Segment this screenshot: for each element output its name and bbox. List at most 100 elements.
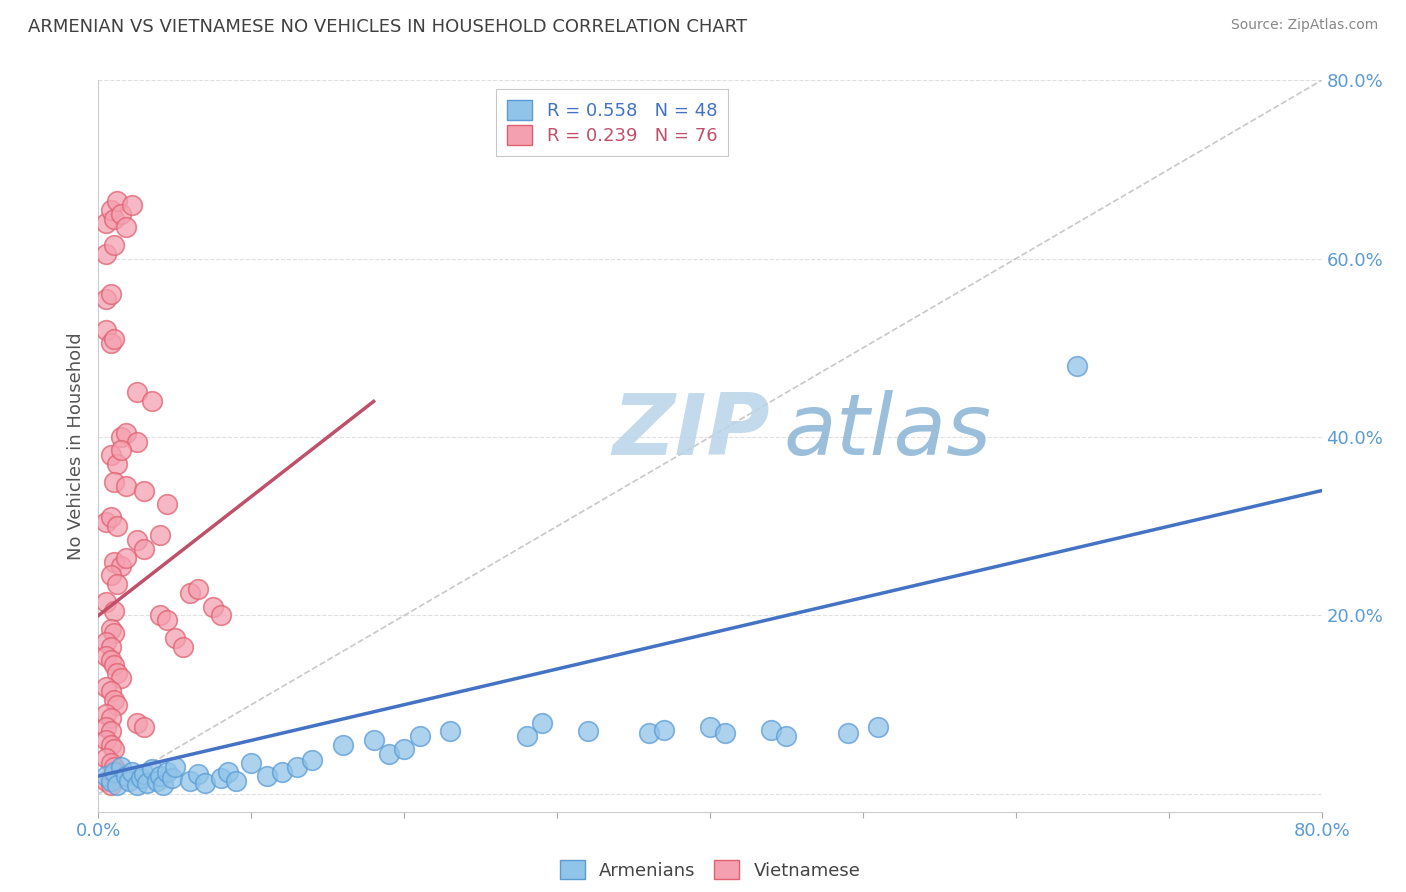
- Point: [100, 202, 122, 217]
- Point: [115, 550, 138, 565]
- Point: [240, 756, 263, 770]
- Point: [145, 773, 167, 788]
- Point: [100, 510, 122, 524]
- Point: [100, 684, 122, 698]
- Point: [94, 648, 117, 663]
- Point: [94, 292, 117, 306]
- Point: [103, 475, 125, 489]
- Point: [94, 751, 117, 765]
- Point: [103, 693, 125, 707]
- Point: [94, 733, 117, 747]
- Point: [775, 729, 797, 743]
- Point: [256, 769, 278, 783]
- Point: [516, 729, 538, 743]
- Point: [1066, 359, 1088, 373]
- Point: [103, 332, 125, 346]
- Text: ZIP: ZIP: [612, 390, 770, 473]
- Point: [103, 555, 125, 569]
- Point: [194, 776, 217, 790]
- Point: [134, 541, 156, 556]
- Point: [94, 680, 117, 694]
- Point: [134, 720, 156, 734]
- Point: [100, 653, 122, 667]
- Point: [179, 773, 201, 788]
- Point: [125, 533, 148, 547]
- Point: [172, 640, 194, 654]
- Point: [209, 771, 232, 785]
- Point: [439, 724, 461, 739]
- Point: [110, 443, 132, 458]
- Point: [105, 577, 128, 591]
- Point: [100, 773, 122, 788]
- Point: [652, 723, 675, 737]
- Point: [408, 729, 430, 743]
- Point: [94, 773, 117, 788]
- Point: [94, 720, 117, 734]
- Point: [576, 724, 599, 739]
- Point: [149, 528, 172, 542]
- Point: [202, 599, 225, 614]
- Point: [115, 425, 138, 440]
- Point: [103, 760, 125, 774]
- Point: [103, 657, 125, 672]
- Point: [136, 776, 159, 790]
- Point: [187, 582, 209, 596]
- Point: [110, 559, 132, 574]
- Point: [141, 394, 163, 409]
- Point: [103, 742, 125, 756]
- Point: [110, 207, 132, 221]
- Point: [105, 698, 128, 712]
- Point: [141, 762, 163, 776]
- Point: [103, 211, 125, 226]
- Point: [149, 608, 172, 623]
- Point: [152, 778, 174, 792]
- Point: [179, 586, 201, 600]
- Point: [163, 631, 186, 645]
- Point: [105, 519, 128, 533]
- Point: [217, 764, 239, 779]
- Point: [94, 323, 117, 337]
- Point: [699, 720, 721, 734]
- Point: [125, 385, 148, 400]
- Point: [110, 430, 132, 444]
- Point: [100, 778, 122, 792]
- Point: [115, 220, 138, 235]
- Point: [105, 457, 128, 471]
- Point: [105, 778, 128, 792]
- Y-axis label: No Vehicles in Household: No Vehicles in Household: [66, 332, 84, 560]
- Point: [392, 742, 416, 756]
- Point: [103, 626, 125, 640]
- Point: [332, 738, 354, 752]
- Point: [530, 715, 553, 730]
- Point: [94, 635, 117, 649]
- Point: [105, 764, 128, 779]
- Point: [125, 715, 148, 730]
- Point: [134, 767, 156, 781]
- Point: [94, 247, 117, 261]
- Point: [160, 771, 183, 785]
- Point: [110, 760, 132, 774]
- Point: [156, 613, 179, 627]
- Point: [100, 724, 122, 739]
- Point: [637, 726, 661, 740]
- Point: [105, 194, 128, 208]
- Point: [115, 479, 138, 493]
- Point: [118, 773, 141, 788]
- Point: [125, 778, 148, 792]
- Point: [100, 448, 122, 462]
- Point: [94, 769, 117, 783]
- Point: [100, 336, 122, 351]
- Point: [209, 608, 232, 623]
- Point: [94, 515, 117, 529]
- Point: [163, 760, 186, 774]
- Text: atlas: atlas: [783, 390, 991, 473]
- Point: [225, 773, 247, 788]
- Point: [129, 771, 152, 785]
- Point: [363, 733, 385, 747]
- Point: [100, 568, 122, 582]
- Point: [125, 434, 148, 449]
- Point: [378, 747, 401, 761]
- Point: [156, 764, 179, 779]
- Point: [187, 767, 209, 781]
- Point: [156, 497, 179, 511]
